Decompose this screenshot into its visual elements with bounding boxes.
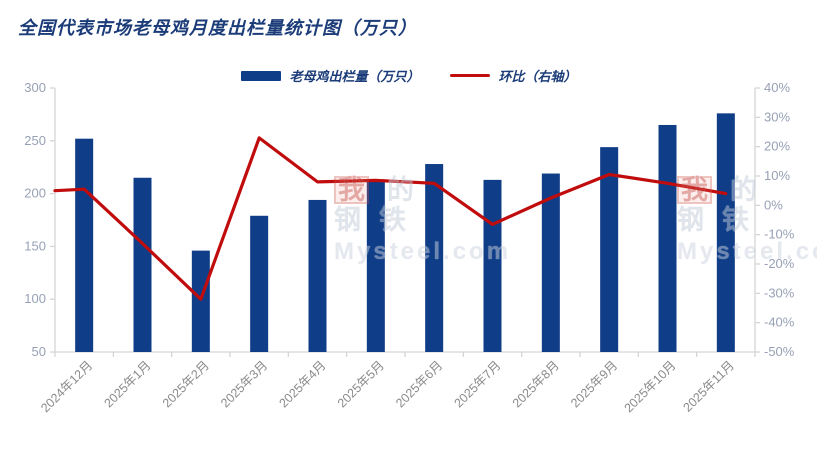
x-axis-label: 2025年2月 xyxy=(160,358,212,410)
right-axis-label: -50% xyxy=(764,344,795,359)
bar-2025年5月 xyxy=(366,180,385,352)
left-axis-label: 300 xyxy=(24,80,46,95)
x-axis-label: 2025年11月 xyxy=(681,358,737,414)
mom-change-line xyxy=(53,136,728,301)
left-axis-label: 100 xyxy=(24,291,46,306)
legend: 老母鸡出栏量（万只） 环比（右轴） xyxy=(240,66,577,85)
bar-series-label: 老母鸡出栏量（万只） xyxy=(289,69,420,84)
legend-item-line: 环比（右轴） xyxy=(449,66,577,85)
x-axis-label: 2025年4月 xyxy=(276,358,328,410)
x-axis-label: 2025年8月 xyxy=(510,358,562,410)
right-axis-label: 30% xyxy=(764,109,790,124)
right-axis-label: 40% xyxy=(764,80,790,95)
legend-item-bars: 老母鸡出栏量（万只） xyxy=(240,66,420,85)
left-axis-label: 50 xyxy=(32,344,46,359)
bar-2025年9月 xyxy=(600,147,619,352)
left-axis-label: 200 xyxy=(24,186,46,201)
bar-2025年1月 xyxy=(133,177,152,352)
bar-2025年7月 xyxy=(483,179,502,352)
right-axis-label: -20% xyxy=(764,256,795,271)
left-axis-label: 250 xyxy=(24,133,46,148)
bar-2025年6月 xyxy=(425,164,444,352)
bar-2025年4月 xyxy=(308,199,327,352)
right-axis-label: 10% xyxy=(764,168,790,183)
bar-2025年8月 xyxy=(541,173,560,352)
right-axis-label: -40% xyxy=(764,315,795,330)
bar-2024年12月 xyxy=(75,138,94,352)
x-axis-label: 2025年3月 xyxy=(218,358,270,410)
line-series-swatch xyxy=(449,73,490,78)
x-axis-label: 2025年1月 xyxy=(101,358,153,410)
x-axis-label: 2025年10月 xyxy=(622,358,679,415)
left-axis-label: 150 xyxy=(24,238,46,253)
x-axis-label: 2025年5月 xyxy=(335,358,387,410)
line-series-label: 环比（右轴） xyxy=(498,69,577,84)
right-axis-label: -30% xyxy=(764,285,795,300)
x-axis-label: 2025年7月 xyxy=(451,358,503,410)
right-axis-label: 0% xyxy=(764,197,783,212)
bar-2025年11月 xyxy=(716,113,735,353)
bar-2025年2月 xyxy=(191,250,210,352)
right-axis-label: 20% xyxy=(764,139,790,154)
x-axis-label: 2024年12月 xyxy=(38,358,95,415)
bar-2025年3月 xyxy=(250,215,269,352)
bar-series-swatch xyxy=(240,70,281,81)
bar-2025年10月 xyxy=(658,124,677,353)
right-axis-label: -10% xyxy=(764,227,795,242)
chart-title: 全国代表市场老母鸡月度出栏量统计图（万只） xyxy=(18,18,417,38)
x-axis-label: 2025年9月 xyxy=(568,358,620,410)
x-axis-label: 2025年6月 xyxy=(393,358,445,410)
